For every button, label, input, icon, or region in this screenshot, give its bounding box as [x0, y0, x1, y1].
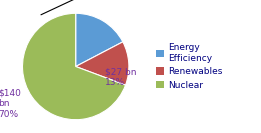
Wedge shape — [76, 13, 123, 66]
Wedge shape — [76, 42, 129, 85]
Legend: Energy
Efficiency, Renewables, Nuclear: Energy Efficiency, Renewables, Nuclear — [156, 43, 222, 90]
Wedge shape — [22, 13, 126, 120]
Text: $35 bn
17%: $35 bn 17% — [41, 0, 123, 15]
Text: $140
bn
70%: $140 bn 70% — [0, 89, 21, 119]
Text: $27 bn
13%: $27 bn 13% — [105, 67, 137, 87]
